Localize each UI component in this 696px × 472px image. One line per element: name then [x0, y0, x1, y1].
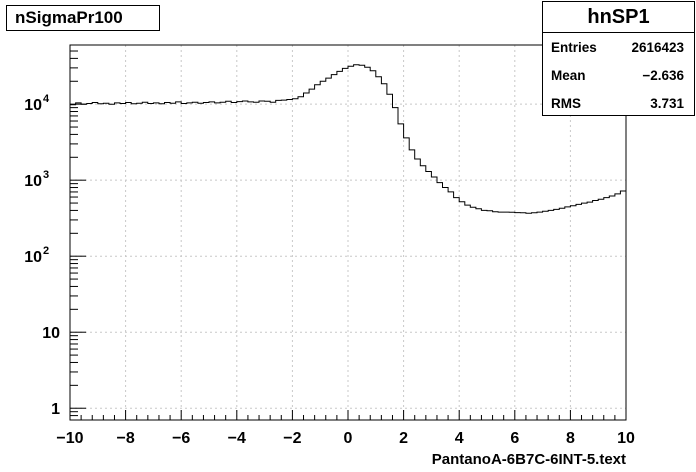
stats-row-entries: Entries 2616423 [543, 33, 694, 61]
x-tick-label: −8 [116, 430, 134, 447]
stats-row-rms: RMS 3.731 [543, 89, 694, 117]
y-tick-label: 10 [24, 97, 42, 114]
x-tick-label: −4 [228, 430, 246, 447]
stats-row-mean: Mean −2.636 [543, 61, 694, 89]
stats-label: RMS [551, 96, 581, 111]
x-tick-label: −6 [172, 430, 190, 447]
x-axis-label: PantanoA-6B7C-6INT-5.text [431, 451, 626, 468]
x-tick-label: 4 [455, 430, 464, 447]
y-tick-label: 10 [42, 325, 60, 342]
y-tick-label: 1 [51, 401, 60, 418]
x-tick-label: −10 [56, 430, 83, 447]
stats-box: hnSP1 Entries 2616423 Mean −2.636 RMS 3.… [542, 1, 695, 116]
stats-histogram-name: hnSP1 [543, 2, 694, 33]
x-tick-label: 8 [566, 430, 575, 447]
y-tick-label-exponent: 2 [43, 245, 49, 257]
x-tick-label: 6 [510, 430, 519, 447]
histogram-line [70, 64, 626, 214]
stats-value: 3.731 [650, 96, 684, 111]
stats-value: 2616423 [631, 40, 684, 55]
y-tick-label: 10 [24, 173, 42, 190]
x-tick-label: 0 [344, 430, 353, 447]
y-tick-label-exponent: 3 [43, 169, 49, 181]
x-tick-label: 10 [617, 430, 635, 447]
x-tick-label: 2 [399, 430, 408, 447]
stats-value: −2.636 [642, 68, 684, 83]
histogram-title: nSigmaPr100 [6, 5, 160, 31]
stats-label: Mean [551, 68, 586, 83]
y-tick-label: 10 [24, 249, 42, 266]
y-tick-label-exponent: 4 [43, 93, 50, 105]
histogram-series [70, 64, 626, 214]
stats-label: Entries [551, 40, 597, 55]
x-tick-label: −2 [283, 430, 301, 447]
